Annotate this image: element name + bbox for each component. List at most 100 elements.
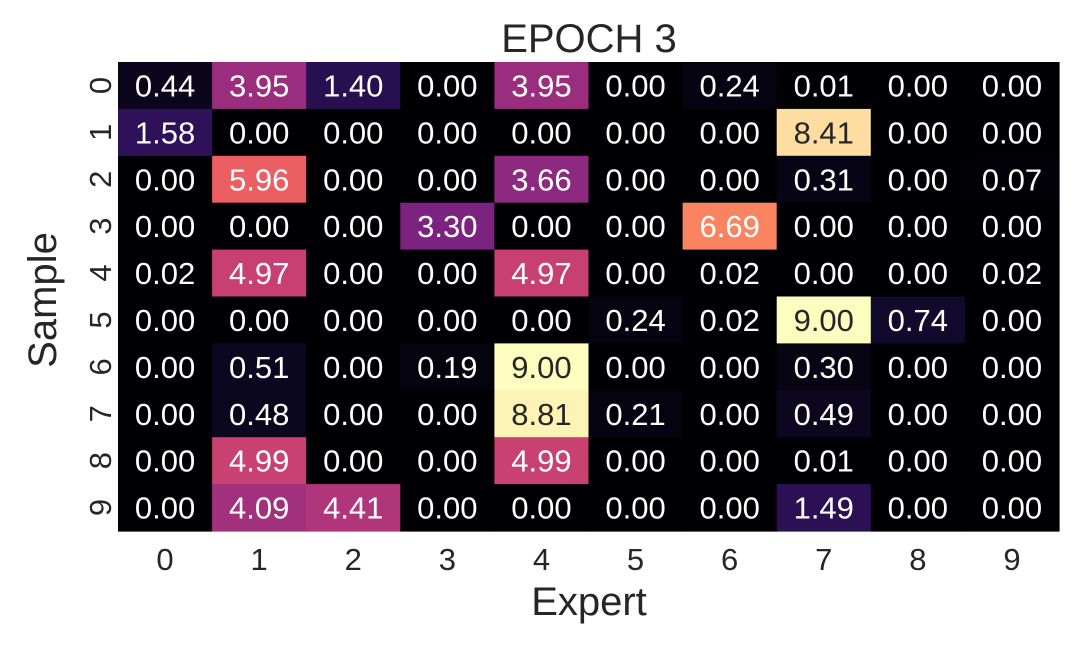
cell-annotation-r0-c8: 0.00 (888, 68, 948, 103)
cell-annotation-r6-c5: 0.00 (605, 350, 665, 385)
cell-annotation-r4-c7: 0.00 (794, 256, 854, 291)
heatmap-cell-r1-c5 (588, 108, 684, 157)
heatmap-cell-r7-c3 (400, 390, 495, 438)
heatmap-cell-r9-c2 (306, 484, 401, 532)
cell-annotation-r3-c5: 0.00 (605, 209, 665, 244)
cell-annotation-r6-c9: 0.00 (982, 350, 1042, 385)
cell-annotation-r8-c1: 4.99 (229, 444, 289, 479)
heatmap-cell-r1-c4 (494, 108, 590, 157)
cell-annotation-r5-c8: 0.74 (888, 303, 948, 338)
cell-annotation-r4-c9: 0.02 (982, 256, 1042, 291)
y-tick-label-7: 7 (83, 405, 118, 422)
cell-annotation-r4-c2: 0.00 (323, 256, 383, 291)
heatmap-cell-r2-c6 (682, 155, 778, 204)
cell-annotation-r8-c7: 0.01 (794, 444, 854, 479)
heatmap-cell-r5-c9 (964, 296, 1060, 344)
heatmap-cell-r6-c0 (118, 343, 213, 391)
heatmap-cell-r6-c1 (212, 343, 307, 391)
y-axis-label: Sample (21, 232, 65, 368)
heatmap-cell-r6-c3 (400, 343, 495, 391)
heatmap-cell-r0-c5 (588, 62, 684, 110)
heatmap-cell-r8-c4 (494, 437, 590, 485)
cell-annotation-r6-c3: 0.19 (417, 350, 477, 385)
cell-annotation-r6-c1: 0.51 (229, 350, 289, 385)
heatmap-cell-r2-c1 (212, 155, 307, 204)
x-tick-label-4: 4 (533, 542, 550, 577)
cell-annotation-r6-c2: 0.00 (323, 350, 383, 385)
x-tick-label-8: 8 (909, 542, 926, 577)
heatmap-cell-r5-c4 (494, 296, 590, 344)
cell-annotation-r1-c8: 0.00 (888, 115, 948, 150)
heatmap-cell-r0-c2 (306, 62, 401, 110)
cell-annotation-r5-c6: 0.02 (699, 303, 759, 338)
heatmap-cell-r3-c6 (682, 202, 778, 251)
cell-annotation-r0-c3: 0.00 (417, 68, 477, 103)
heatmap-cell-r1-c6 (682, 108, 778, 157)
heatmap-cell-r3-c3 (400, 202, 495, 251)
cell-annotation-r3-c0: 0.00 (135, 209, 195, 244)
x-tick-labels: 0 1 2 3 4 5 6 7 8 9 (156, 542, 1020, 577)
heatmap-cell-r0-c6 (682, 62, 778, 110)
y-tick-label-2: 2 (83, 171, 118, 188)
heatmap-cell-r0-c9 (964, 62, 1060, 110)
heatmap-cell-r4-c5 (588, 249, 684, 298)
cell-annotation-r3-c6: 6.69 (699, 209, 759, 244)
cell-annotation-r7-c4: 8.81 (511, 397, 571, 432)
cell-annotation-r5-c1: 0.00 (229, 303, 289, 338)
heatmap-cell-r2-c4 (494, 155, 590, 204)
cell-annotation-r9-c1: 4.09 (229, 491, 289, 526)
cell-annotation-r2-c3: 0.00 (417, 162, 477, 197)
heatmap-cell-r8-c6 (682, 437, 778, 485)
heatmap-cell-r6-c8 (870, 343, 966, 391)
heatmap-cell-r9-c0 (118, 484, 213, 532)
cell-annotation-r6-c7: 0.30 (794, 350, 854, 385)
heatmap-cell-r9-c8 (870, 484, 966, 532)
heatmap-cell-r1-c9 (964, 108, 1060, 157)
cell-annotation-r2-c5: 0.00 (605, 162, 665, 197)
heatmap-cell-r7-c9 (964, 390, 1060, 438)
heatmap-cell-r5-c0 (118, 296, 213, 344)
heatmap-cell-r1-c7 (776, 108, 872, 157)
heatmap-cell-r9-c6 (682, 484, 778, 532)
heatmap-cell-r1-c0 (118, 108, 213, 157)
heatmap-cell-r9-c1 (212, 484, 307, 532)
cell-annotation-r6-c8: 0.00 (888, 350, 948, 385)
cell-annotation-r7-c6: 0.00 (699, 397, 759, 432)
heatmap-cell-r6-c7 (776, 343, 872, 391)
cell-annotation-r5-c7: 9.00 (794, 303, 854, 338)
cell-annotation-r3-c4: 0.00 (511, 209, 571, 244)
heatmap-cell-r3-c8 (870, 202, 966, 251)
heatmap-cell-r3-c7 (776, 202, 872, 251)
cell-annotation-r2-c2: 0.00 (323, 162, 383, 197)
heatmap-cell-r4-c3 (400, 249, 495, 298)
heatmap-cell-r8-c7 (776, 437, 872, 485)
heatmap-cell-r6-c4 (494, 343, 590, 391)
x-tick-label-2: 2 (345, 542, 362, 577)
cell-annotation-r3-c8: 0.00 (888, 209, 948, 244)
cell-annotation-r9-c9: 0.00 (982, 491, 1042, 526)
cell-annotation-r8-c5: 0.00 (605, 444, 665, 479)
heatmap-cell-r1-c1 (212, 108, 307, 157)
heatmap-cell-r3-c2 (306, 202, 401, 251)
cell-annotation-r1-c2: 0.00 (323, 115, 383, 150)
cell-annotation-r5-c9: 0.00 (982, 303, 1042, 338)
y-tick-label-6: 6 (83, 358, 118, 375)
heatmap-cell-r6-c9 (964, 343, 1060, 391)
cell-annotation-r5-c3: 0.00 (417, 303, 477, 338)
heatmap-cell-r4-c6 (682, 249, 778, 298)
cell-annotation-r4-c5: 0.00 (605, 256, 665, 291)
cell-annotation-r2-c8: 0.00 (888, 162, 948, 197)
cell-annotation-r7-c0: 0.00 (135, 397, 195, 432)
cell-annotation-r0-c2: 1.40 (323, 68, 383, 103)
heatmap-cell-r4-c7 (776, 249, 872, 298)
cell-annotation-r8-c6: 0.00 (699, 444, 759, 479)
cell-annotation-r3-c3: 3.30 (417, 209, 477, 244)
cell-annotation-r8-c3: 0.00 (417, 444, 477, 479)
cell-annotation-r6-c4: 9.00 (511, 350, 571, 385)
cell-annotation-r1-c3: 0.00 (417, 115, 477, 150)
heatmap-cell-r8-c3 (400, 437, 495, 485)
heatmap-cell-r2-c3 (400, 155, 495, 204)
heatmap-cell-r7-c7 (776, 390, 872, 438)
